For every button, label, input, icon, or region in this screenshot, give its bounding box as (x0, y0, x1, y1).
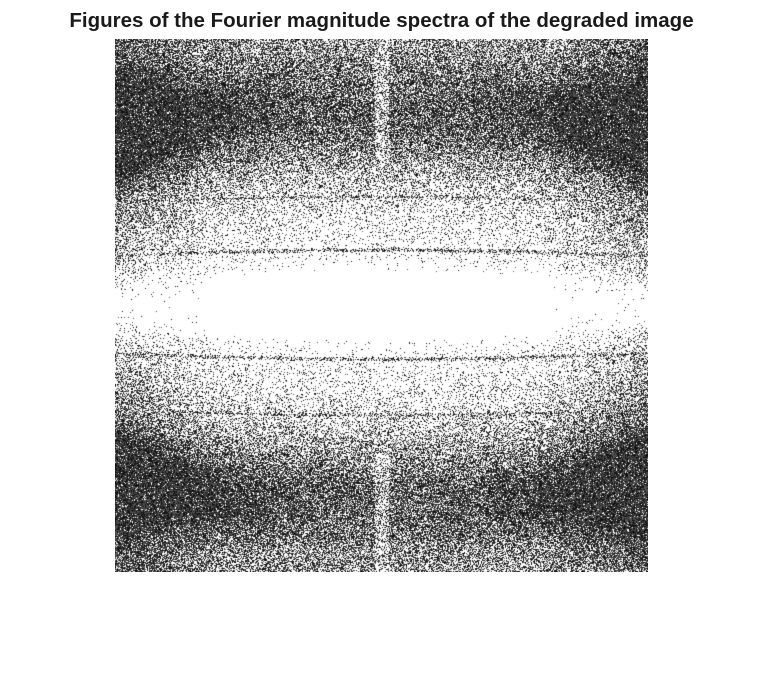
fourier-spectrum-image (115, 39, 648, 572)
figure-title: Figures of the Fourier magnitude spectra… (69, 9, 694, 32)
spectrum-image-axes (115, 39, 648, 572)
